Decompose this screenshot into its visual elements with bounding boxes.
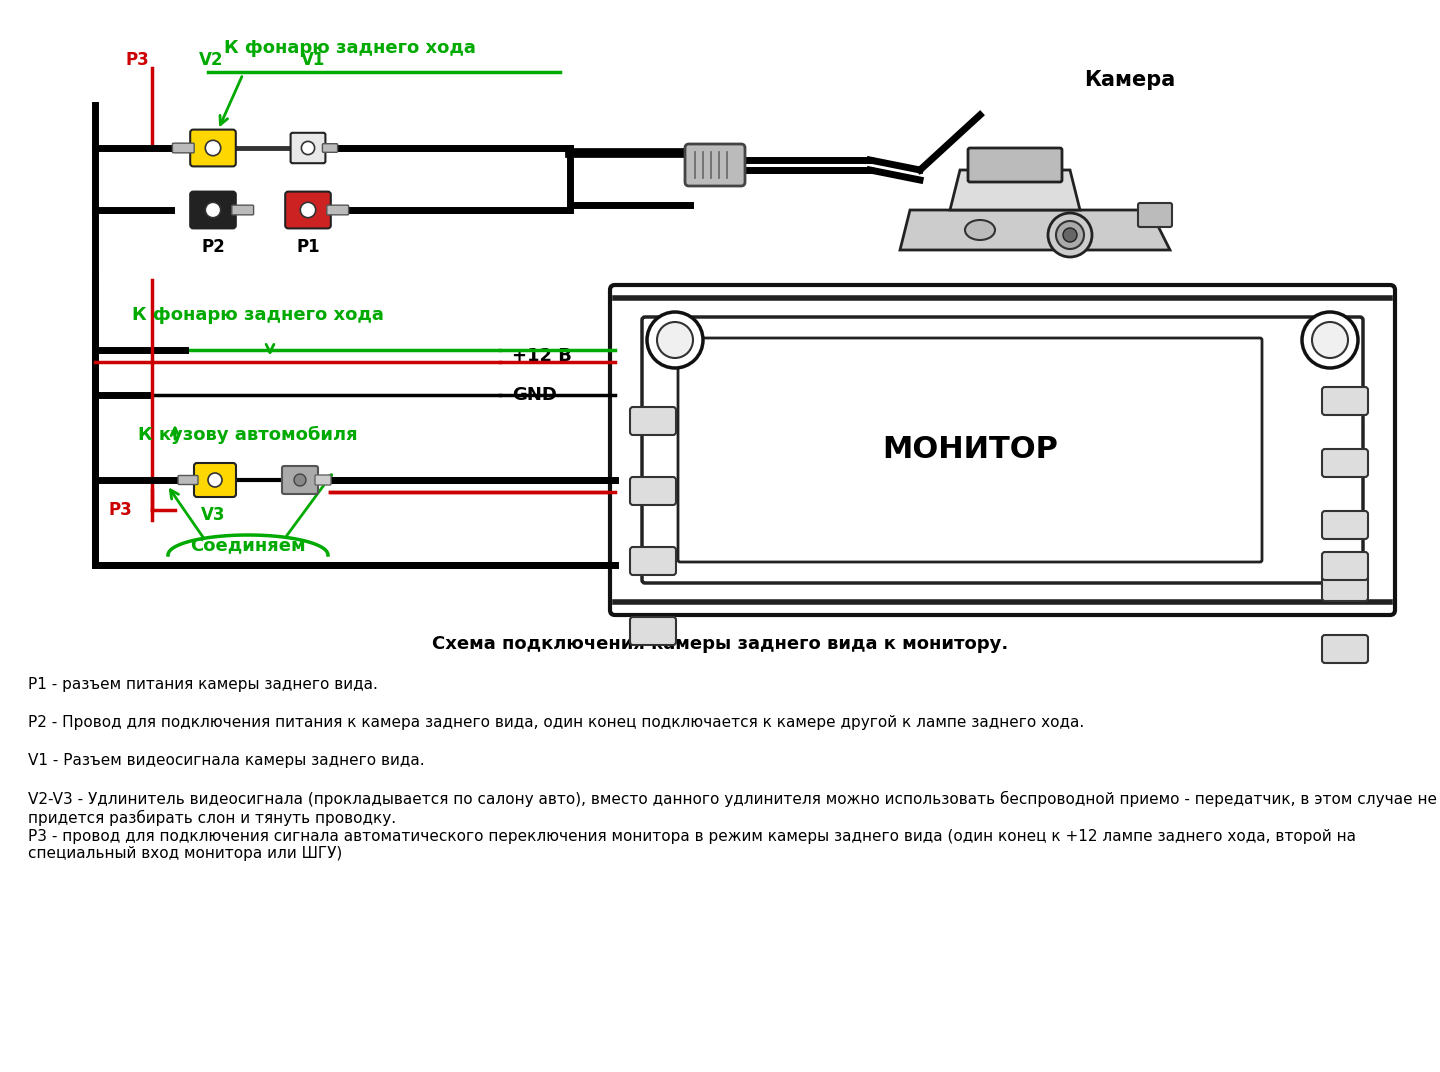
- Text: МОНИТОР: МОНИТОР: [883, 435, 1058, 464]
- Text: К фонарю заднего хода: К фонарю заднего хода: [225, 39, 477, 57]
- Circle shape: [1312, 322, 1348, 358]
- FancyBboxPatch shape: [179, 476, 199, 485]
- FancyBboxPatch shape: [642, 317, 1364, 583]
- FancyBboxPatch shape: [631, 547, 675, 575]
- Text: Р1 - разъем питания камеры заднего вида.: Р1 - разъем питания камеры заднего вида.: [27, 678, 377, 693]
- FancyBboxPatch shape: [1322, 552, 1368, 580]
- Text: Р3 - провод для подключения сигнала автоматического переключения монитора в режи: Р3 - провод для подключения сигнала авто…: [27, 829, 1356, 862]
- FancyBboxPatch shape: [285, 192, 331, 228]
- Text: +12 В: +12 В: [513, 347, 572, 364]
- Text: Р3: Р3: [108, 501, 132, 519]
- FancyBboxPatch shape: [323, 144, 337, 152]
- FancyBboxPatch shape: [611, 285, 1395, 615]
- FancyBboxPatch shape: [315, 475, 331, 485]
- Text: Камера: Камера: [1084, 70, 1175, 90]
- Circle shape: [207, 473, 222, 487]
- FancyBboxPatch shape: [1322, 449, 1368, 477]
- Text: Схема подключения камеры заднего вида к монитору.: Схема подключения камеры заднего вида к …: [432, 635, 1008, 653]
- Circle shape: [1048, 213, 1092, 257]
- FancyBboxPatch shape: [1322, 511, 1368, 539]
- Text: К кузову автомобиля: К кузову автомобиля: [138, 426, 357, 444]
- Text: К фонарю заднего хода: К фонарю заднего хода: [132, 306, 384, 324]
- Circle shape: [647, 312, 703, 368]
- FancyBboxPatch shape: [1138, 203, 1172, 227]
- FancyBboxPatch shape: [1322, 635, 1368, 662]
- Circle shape: [657, 322, 693, 358]
- Circle shape: [301, 203, 315, 218]
- Circle shape: [294, 474, 305, 486]
- FancyBboxPatch shape: [291, 133, 325, 163]
- Text: V2: V2: [199, 51, 223, 69]
- FancyBboxPatch shape: [678, 338, 1261, 562]
- FancyBboxPatch shape: [327, 205, 348, 214]
- FancyBboxPatch shape: [190, 192, 236, 228]
- Polygon shape: [900, 210, 1169, 250]
- Text: V3: V3: [200, 506, 225, 524]
- Circle shape: [206, 140, 220, 155]
- Circle shape: [301, 142, 314, 154]
- Text: Р3: Р3: [125, 51, 148, 69]
- FancyBboxPatch shape: [685, 144, 744, 187]
- Text: Соединяем: Соединяем: [190, 536, 305, 554]
- FancyBboxPatch shape: [631, 617, 675, 645]
- FancyBboxPatch shape: [194, 463, 236, 497]
- FancyBboxPatch shape: [1322, 574, 1368, 601]
- Circle shape: [206, 203, 220, 218]
- Text: V1: V1: [301, 51, 325, 69]
- Circle shape: [1063, 228, 1077, 242]
- Circle shape: [1302, 312, 1358, 368]
- Ellipse shape: [965, 220, 995, 240]
- FancyBboxPatch shape: [631, 407, 675, 435]
- Text: V1 - Разъем видеосигнала камеры заднего вида.: V1 - Разъем видеосигнала камеры заднего …: [27, 753, 425, 768]
- Text: Р2 - Провод для подключения питания к камера заднего вида, один конец подключает: Р2 - Провод для подключения питания к ка…: [27, 715, 1084, 730]
- Text: V2-V3 - Удлинитель видеосигнала (прокладывается по салону авто), вместо данного : V2-V3 - Удлинитель видеосигнала (проклад…: [27, 791, 1437, 825]
- FancyBboxPatch shape: [968, 148, 1063, 182]
- FancyBboxPatch shape: [1322, 387, 1368, 415]
- Circle shape: [1056, 221, 1084, 249]
- Text: Р1: Р1: [297, 238, 320, 256]
- FancyBboxPatch shape: [232, 205, 253, 214]
- FancyBboxPatch shape: [282, 466, 318, 494]
- FancyBboxPatch shape: [173, 144, 194, 153]
- Polygon shape: [950, 170, 1080, 210]
- Text: GND: GND: [513, 386, 557, 404]
- FancyBboxPatch shape: [631, 477, 675, 505]
- FancyBboxPatch shape: [190, 130, 236, 166]
- Text: Р2: Р2: [202, 238, 225, 256]
